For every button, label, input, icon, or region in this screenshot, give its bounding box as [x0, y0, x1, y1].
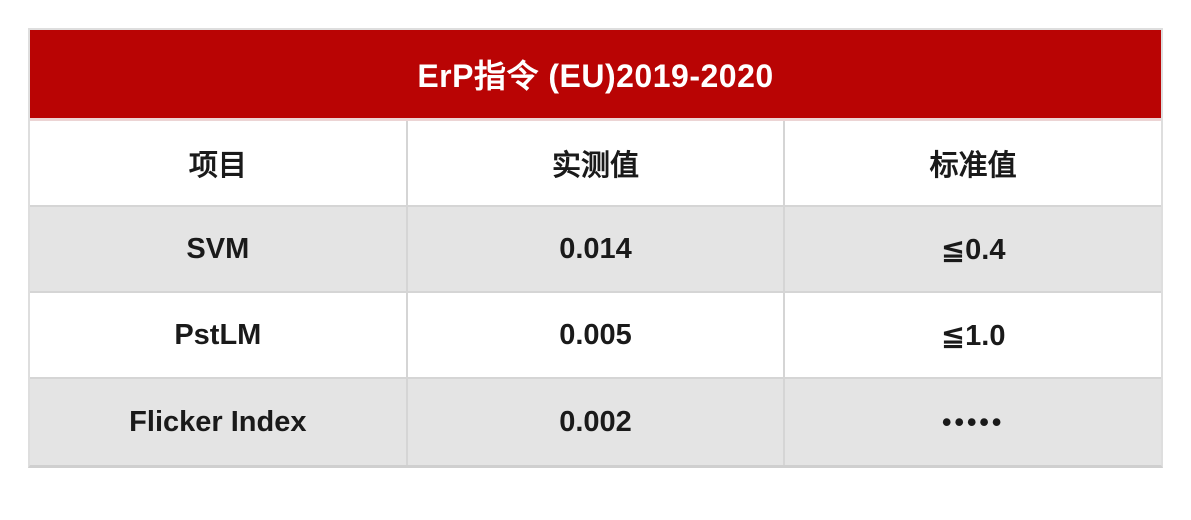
column-header-measured-value: 实测值: [408, 121, 786, 205]
table-title-bar: ErP指令 (EU)2019-2020: [30, 30, 1161, 121]
erp-spec-table: ErP指令 (EU)2019-2020 项目 实测值 标准值 SVM 0.014…: [28, 28, 1163, 468]
cell-svm-measured: 0.014: [408, 207, 786, 291]
cell-svm-name: SVM: [30, 207, 408, 291]
table-row-pstlm: PstLM 0.005 ≦1.0: [30, 293, 1161, 379]
cell-flicker-name: Flicker Index: [30, 379, 408, 465]
cell-svm-standard: ≦0.4: [940, 233, 1006, 266]
table-row-flicker-index: Flicker Index 0.002 •••••: [30, 379, 1161, 465]
table-row-svm: SVM 0.014 ≦0.4: [30, 207, 1161, 293]
cell-pstlm-name: PstLM: [30, 293, 408, 377]
cell-flicker-standard: •••••: [942, 406, 1005, 437]
column-header-row: 项目 实测值 标准值: [30, 121, 1161, 207]
column-header-standard-value: 标准值: [929, 150, 1017, 182]
cell-flicker-measured: 0.002: [408, 379, 786, 465]
cell-pstlm-measured: 0.005: [408, 293, 786, 377]
column-header-item: 项目: [30, 121, 408, 205]
table-title: ErP指令 (EU)2019-2020: [417, 58, 774, 94]
cell-pstlm-standard: ≦1.0: [940, 319, 1006, 352]
